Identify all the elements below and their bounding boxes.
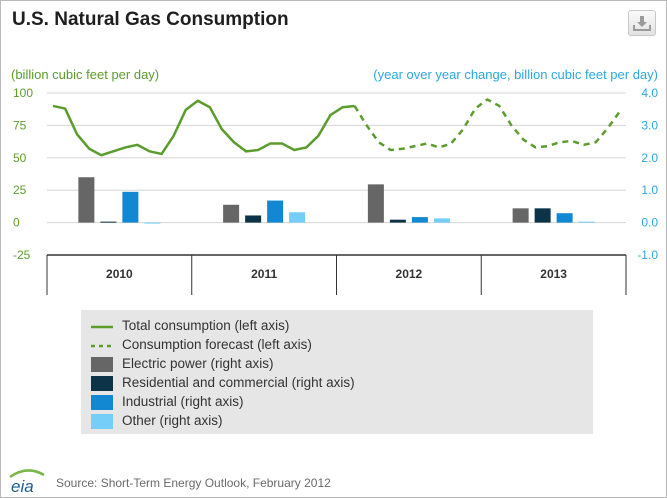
chart-canvas: (billion cubic feet per day) (year over y… <box>11 67 658 295</box>
bar-residential <box>245 215 262 223</box>
legend-swatch-forecast <box>91 344 113 348</box>
bar-other <box>578 221 595 223</box>
legend-swatch-industrial <box>91 395 113 410</box>
bar-electric <box>78 177 95 223</box>
right-tick-label: 0.0 <box>641 216 658 230</box>
legend-swatch-residential <box>91 376 113 391</box>
right-tick-label: -1.0 <box>637 248 658 262</box>
source-note: Source: Short-Term Energy Outlook, Febru… <box>56 476 331 490</box>
left-tick-label: 75 <box>13 118 27 132</box>
download-icon <box>633 16 651 31</box>
bar-industrial <box>267 200 284 223</box>
left-tick-label: 25 <box>13 183 27 197</box>
bar-industrial <box>556 213 573 223</box>
legend-swatch-other <box>91 414 113 429</box>
bar-electric <box>367 184 384 223</box>
right-tick-label: 4.0 <box>641 86 658 100</box>
bar-electric <box>223 204 240 223</box>
legend-label-forecast: Consumption forecast (left axis) <box>122 337 312 352</box>
legend-label-electric: Electric power (right axis) <box>122 356 274 371</box>
bar-other <box>289 212 306 223</box>
bar-other <box>433 218 450 223</box>
legend-label-other: Other (right axis) <box>122 413 223 428</box>
left-tick-label: -25 <box>13 248 31 262</box>
left-tick-label: 50 <box>13 151 27 165</box>
year-label: 2011 <box>251 267 277 281</box>
eia-logo: eia <box>9 469 45 495</box>
download-button[interactable] <box>628 10 656 36</box>
right-tick-label: 3.0 <box>641 118 658 132</box>
legend: Total consumption (left axis) Consumptio… <box>81 310 593 434</box>
legend-swatch-total <box>91 325 113 329</box>
year-label: 2012 <box>396 267 423 281</box>
year-label: 2010 <box>106 267 133 281</box>
year-label: 2013 <box>540 267 567 281</box>
right-tick-label: 1.0 <box>641 183 658 197</box>
left-tick-label: 0 <box>13 216 20 230</box>
total-consumption-line <box>52 99 355 157</box>
bar-residential <box>389 219 406 223</box>
bar-industrial <box>122 191 139 223</box>
bar-other <box>144 222 161 224</box>
bar-electric <box>512 208 529 223</box>
chart-title: U.S. Natural Gas Consumption <box>12 9 289 30</box>
consumption-forecast-line <box>353 98 621 152</box>
left-axis-label: (billion cubic feet per day) <box>11 67 159 82</box>
right-tick-label: 2.0 <box>641 151 658 165</box>
legend-label-residential: Residential and commercial (right axis) <box>122 375 355 390</box>
legend-label-industrial: Industrial (right axis) <box>122 394 244 409</box>
legend-swatch-electric <box>91 357 113 372</box>
left-tick-label: 100 <box>13 86 33 100</box>
svg-text:eia: eia <box>11 477 34 495</box>
right-axis-label: (year over year change, billion cubic fe… <box>373 67 658 82</box>
bar-residential <box>534 208 551 223</box>
legend-label-total: Total consumption (left axis) <box>122 318 290 333</box>
bar-industrial <box>411 217 428 223</box>
bar-residential <box>100 221 117 223</box>
